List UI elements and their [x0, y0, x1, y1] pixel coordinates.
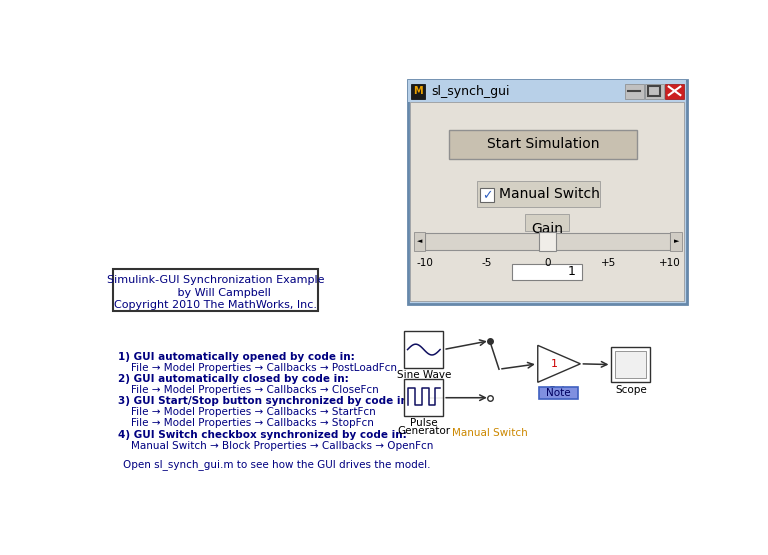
Text: ►: ► [674, 239, 679, 244]
FancyBboxPatch shape [644, 84, 664, 99]
Polygon shape [538, 345, 581, 382]
Text: Manual Switch: Manual Switch [499, 186, 600, 201]
FancyBboxPatch shape [477, 180, 600, 207]
FancyBboxPatch shape [539, 232, 556, 251]
FancyBboxPatch shape [408, 80, 687, 304]
FancyBboxPatch shape [481, 188, 495, 202]
FancyBboxPatch shape [611, 347, 650, 382]
FancyBboxPatch shape [539, 387, 578, 399]
Text: ◄: ◄ [416, 239, 422, 244]
FancyBboxPatch shape [670, 232, 682, 251]
Text: ✓: ✓ [482, 189, 492, 201]
FancyBboxPatch shape [449, 130, 637, 159]
FancyBboxPatch shape [665, 84, 684, 99]
Text: -5: -5 [482, 258, 492, 268]
FancyBboxPatch shape [414, 232, 425, 251]
Text: Gain: Gain [547, 386, 571, 396]
Text: 1) GUI automatically opened by code in:: 1) GUI automatically opened by code in: [118, 351, 355, 361]
Text: 0: 0 [545, 258, 551, 268]
FancyBboxPatch shape [425, 233, 670, 250]
FancyBboxPatch shape [525, 214, 569, 231]
Text: +10: +10 [660, 258, 681, 268]
Text: Note: Note [546, 388, 571, 398]
FancyBboxPatch shape [512, 264, 582, 280]
Text: Start Simulation: Start Simulation [487, 138, 599, 152]
FancyBboxPatch shape [624, 84, 644, 99]
Text: by Will Campbell: by Will Campbell [161, 287, 271, 297]
Text: Scope: Scope [615, 385, 647, 395]
FancyBboxPatch shape [405, 331, 443, 367]
Text: File → Model Properties → Callbacks → PostLoadFcn: File → Model Properties → Callbacks → Po… [118, 362, 397, 372]
Text: Gain: Gain [531, 222, 563, 236]
Text: Copyright 2010 The MathWorks, Inc.: Copyright 2010 The MathWorks, Inc. [114, 300, 317, 310]
Text: M: M [414, 86, 423, 96]
Text: Pulse: Pulse [410, 418, 438, 428]
FancyBboxPatch shape [412, 84, 425, 99]
Text: Simulink-GUI Synchronization Example: Simulink-GUI Synchronization Example [107, 275, 325, 285]
FancyBboxPatch shape [405, 379, 443, 416]
Text: 1: 1 [551, 359, 558, 369]
Text: 4) GUI Switch checkbox synchronized by code in:: 4) GUI Switch checkbox synchronized by c… [118, 430, 406, 440]
Text: Open sl_synch_gui.m to see how the GUI drives the model.: Open sl_synch_gui.m to see how the GUI d… [123, 460, 431, 470]
FancyBboxPatch shape [113, 269, 319, 311]
Text: +5: +5 [601, 258, 617, 268]
Text: Manual Switch: Manual Switch [452, 428, 528, 438]
FancyBboxPatch shape [409, 80, 686, 102]
Text: File → Model Properties → Callbacks → CloseFcn: File → Model Properties → Callbacks → Cl… [118, 385, 379, 395]
Text: -10: -10 [417, 258, 434, 268]
Text: File → Model Properties → Callbacks → StopFcn: File → Model Properties → Callbacks → St… [118, 418, 373, 428]
Text: sl_synch_gui: sl_synch_gui [431, 85, 509, 98]
Text: 1: 1 [568, 265, 576, 278]
Text: Generator: Generator [397, 426, 450, 436]
Text: 3) GUI Start/Stop button synchronized by code in:: 3) GUI Start/Stop button synchronized by… [118, 396, 412, 406]
Text: 2) GUI automatically closed by code in:: 2) GUI automatically closed by code in: [118, 374, 349, 384]
Text: Manual Switch → Block Properties → Callbacks → OpenFcn: Manual Switch → Block Properties → Callb… [118, 441, 433, 451]
FancyBboxPatch shape [615, 351, 646, 379]
FancyBboxPatch shape [410, 102, 684, 301]
Text: Sine Wave: Sine Wave [396, 370, 451, 380]
Text: File → Model Properties → Callbacks → StartFcn: File → Model Properties → Callbacks → St… [118, 407, 376, 417]
